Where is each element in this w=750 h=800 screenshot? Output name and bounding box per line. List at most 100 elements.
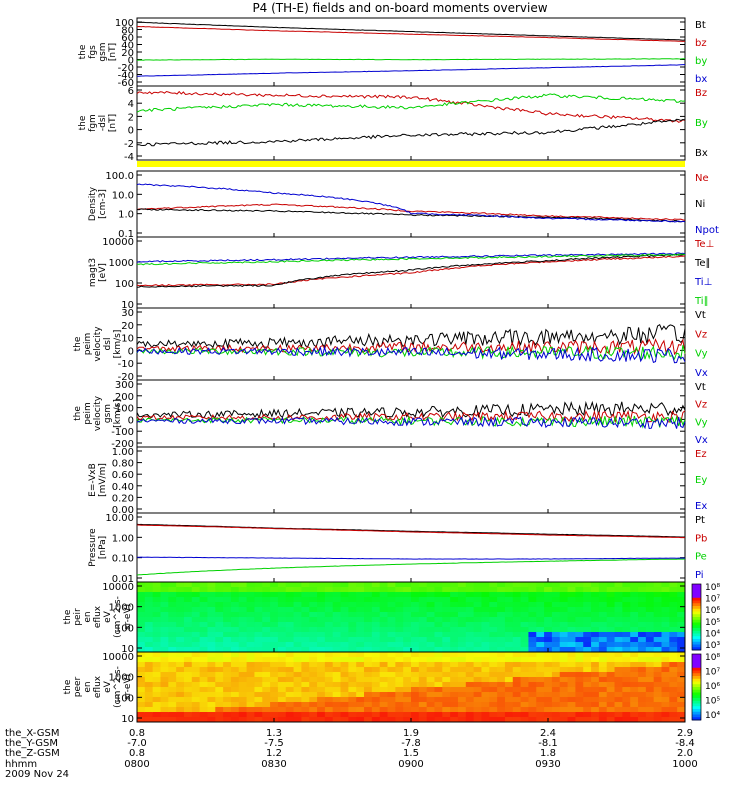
spectrogram-cell	[653, 667, 663, 673]
spectrogram-cell	[583, 637, 592, 643]
spectrogram-cell	[285, 712, 295, 718]
spectrogram-cell	[364, 672, 373, 678]
spectrogram-cell	[497, 632, 506, 638]
spectrogram-cell	[230, 712, 240, 718]
spectrogram-cell	[176, 582, 185, 588]
spectrogram-cell	[168, 687, 177, 693]
spectrogram-cell	[230, 657, 240, 663]
spectrogram-cell	[309, 607, 318, 613]
spectrogram-cell	[606, 652, 616, 658]
spectrogram-cell	[575, 607, 584, 613]
spectrogram-cell	[160, 662, 169, 668]
spectrogram-cell	[622, 677, 631, 683]
colorbar	[691, 653, 702, 721]
spectrogram-cell	[677, 687, 686, 693]
spectrogram-cell	[442, 692, 451, 698]
spectrogram-cell	[418, 642, 428, 648]
spectrogram-cell	[301, 587, 310, 593]
spectrogram-cell	[364, 677, 373, 683]
spectrogram-cell	[473, 622, 482, 628]
spectrogram-cell	[230, 597, 240, 603]
spectrogram-cell	[598, 707, 608, 713]
colorbar-segment	[692, 662, 701, 666]
spectrogram-cell	[653, 657, 663, 663]
spectrogram-cell	[598, 587, 608, 593]
spectrogram-cell	[567, 712, 576, 718]
colorbar-segment	[692, 647, 701, 651]
spectrogram-cell	[199, 662, 208, 668]
spectrogram-cell	[191, 692, 201, 698]
y-tick-label: 10	[121, 300, 134, 311]
spectrogram-cell	[630, 642, 639, 648]
spectrogram-cell	[309, 592, 318, 598]
spectrogram-cell	[544, 582, 553, 588]
spectrogram-cell	[669, 682, 678, 688]
spectrogram-cell	[199, 607, 208, 613]
spectrogram-cell	[215, 622, 224, 628]
spectrogram-cell	[293, 632, 302, 638]
spectrogram-cell	[638, 652, 647, 658]
spectrogram-cell	[168, 637, 177, 643]
spectrogram-cell	[371, 617, 381, 623]
spectrogram-cell	[661, 617, 670, 623]
spectrogram-cell	[223, 697, 232, 703]
spectrogram-cell	[348, 632, 357, 638]
spectrogram-cell	[528, 642, 537, 648]
spectrogram-cell	[465, 622, 475, 628]
colorbar-segment	[692, 687, 701, 691]
spectrogram-cell	[442, 632, 451, 638]
spectrogram-cell	[614, 632, 623, 638]
spectrogram-cell	[137, 662, 146, 668]
y-axis-label: magt3[eV]	[88, 258, 108, 287]
spectrogram-cell	[317, 677, 326, 683]
spectrogram-cell	[183, 657, 193, 663]
spectrogram-cell	[536, 717, 545, 723]
spectrogram-cell	[497, 647, 506, 653]
spectrogram-cell	[403, 592, 412, 598]
spectrogram-cell	[379, 592, 389, 598]
spectrogram-cell	[285, 677, 295, 683]
colorbar-label: 10⁷	[705, 595, 720, 605]
spectrogram-cell	[176, 677, 185, 683]
spectrogram-cell	[575, 652, 584, 658]
spectrogram-cell	[144, 682, 154, 688]
spectrogram-cell	[356, 692, 365, 698]
spectrogram-cell	[591, 657, 600, 663]
spectrogram-cell	[434, 692, 443, 698]
colorbar-segment	[692, 644, 701, 648]
spectrogram-cell	[144, 637, 154, 643]
spectrogram-cell	[340, 672, 349, 678]
spectrogram-cell	[395, 647, 404, 653]
spectrogram-cell	[567, 587, 576, 593]
spectrogram-cell	[520, 592, 529, 598]
spectrogram-cell	[426, 712, 435, 718]
axis-row-value: 1.8	[540, 748, 556, 759]
spectrogram-cell	[614, 637, 623, 643]
spectrogram-cell	[450, 582, 459, 588]
spectrogram-cell	[575, 662, 584, 668]
spectrogram-cell	[324, 707, 334, 713]
spectrogram-cell	[364, 697, 373, 703]
spectrogram-cell	[591, 592, 600, 598]
spectrogram-cell	[591, 632, 600, 638]
spectrogram-cell	[598, 632, 608, 638]
spectrogram-cell	[191, 642, 201, 648]
spectrogram-cell	[411, 652, 420, 658]
spectrogram-cell	[285, 607, 295, 613]
spectrogram-cell	[583, 687, 592, 693]
spectrogram-cell	[512, 712, 522, 718]
spectrogram-cell	[591, 662, 600, 668]
spectrogram-cell	[191, 687, 201, 693]
spectrogram-cell	[551, 647, 561, 653]
spectrogram-cell	[418, 592, 428, 598]
spectrogram-cell	[614, 617, 623, 623]
y-tick-label: 200	[115, 392, 134, 403]
spectrogram-cell	[387, 597, 396, 603]
spectrogram-cell	[426, 587, 435, 593]
spectrogram-cell	[207, 637, 216, 643]
spectrogram-cell	[583, 607, 592, 613]
spectrogram-cell	[418, 672, 428, 678]
spectrogram-cell	[645, 627, 655, 633]
spectrogram-cell	[661, 662, 670, 668]
spectrogram-cell	[434, 637, 443, 643]
